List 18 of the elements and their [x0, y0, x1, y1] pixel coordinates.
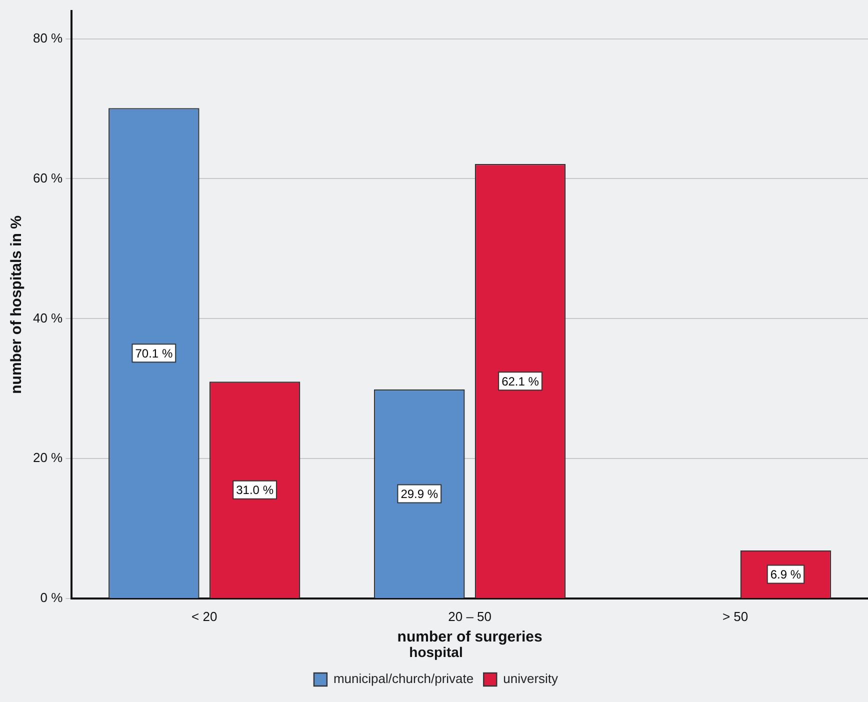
data-label: 31.0 % — [236, 483, 274, 498]
x-tick-label: 20 – 50 — [448, 608, 492, 624]
y-tick-label: 60 % — [32, 170, 64, 186]
y-axis-title: number of hospitals in % — [8, 216, 26, 394]
data-label: 62.1 % — [502, 374, 540, 388]
y-tick-label: 80 % — [32, 30, 64, 46]
y-tick-label: 0 % — [40, 590, 64, 606]
data-label: 6.9 % — [770, 568, 802, 582]
x-tick-label: > 50 — [722, 608, 748, 624]
x-axis-title: number of surgeries — [397, 628, 542, 646]
y-tick-label: 20 % — [32, 450, 64, 466]
legend-label: municipal/church/private — [333, 671, 474, 686]
y-tick-label: 40 % — [32, 310, 64, 326]
legend-title: hospital — [409, 644, 463, 660]
x-tick-label: < 20 — [192, 608, 218, 624]
legend-label: university — [503, 671, 559, 686]
data-label: 70.1 % — [135, 346, 173, 360]
data-label: 29.9 % — [400, 487, 438, 502]
